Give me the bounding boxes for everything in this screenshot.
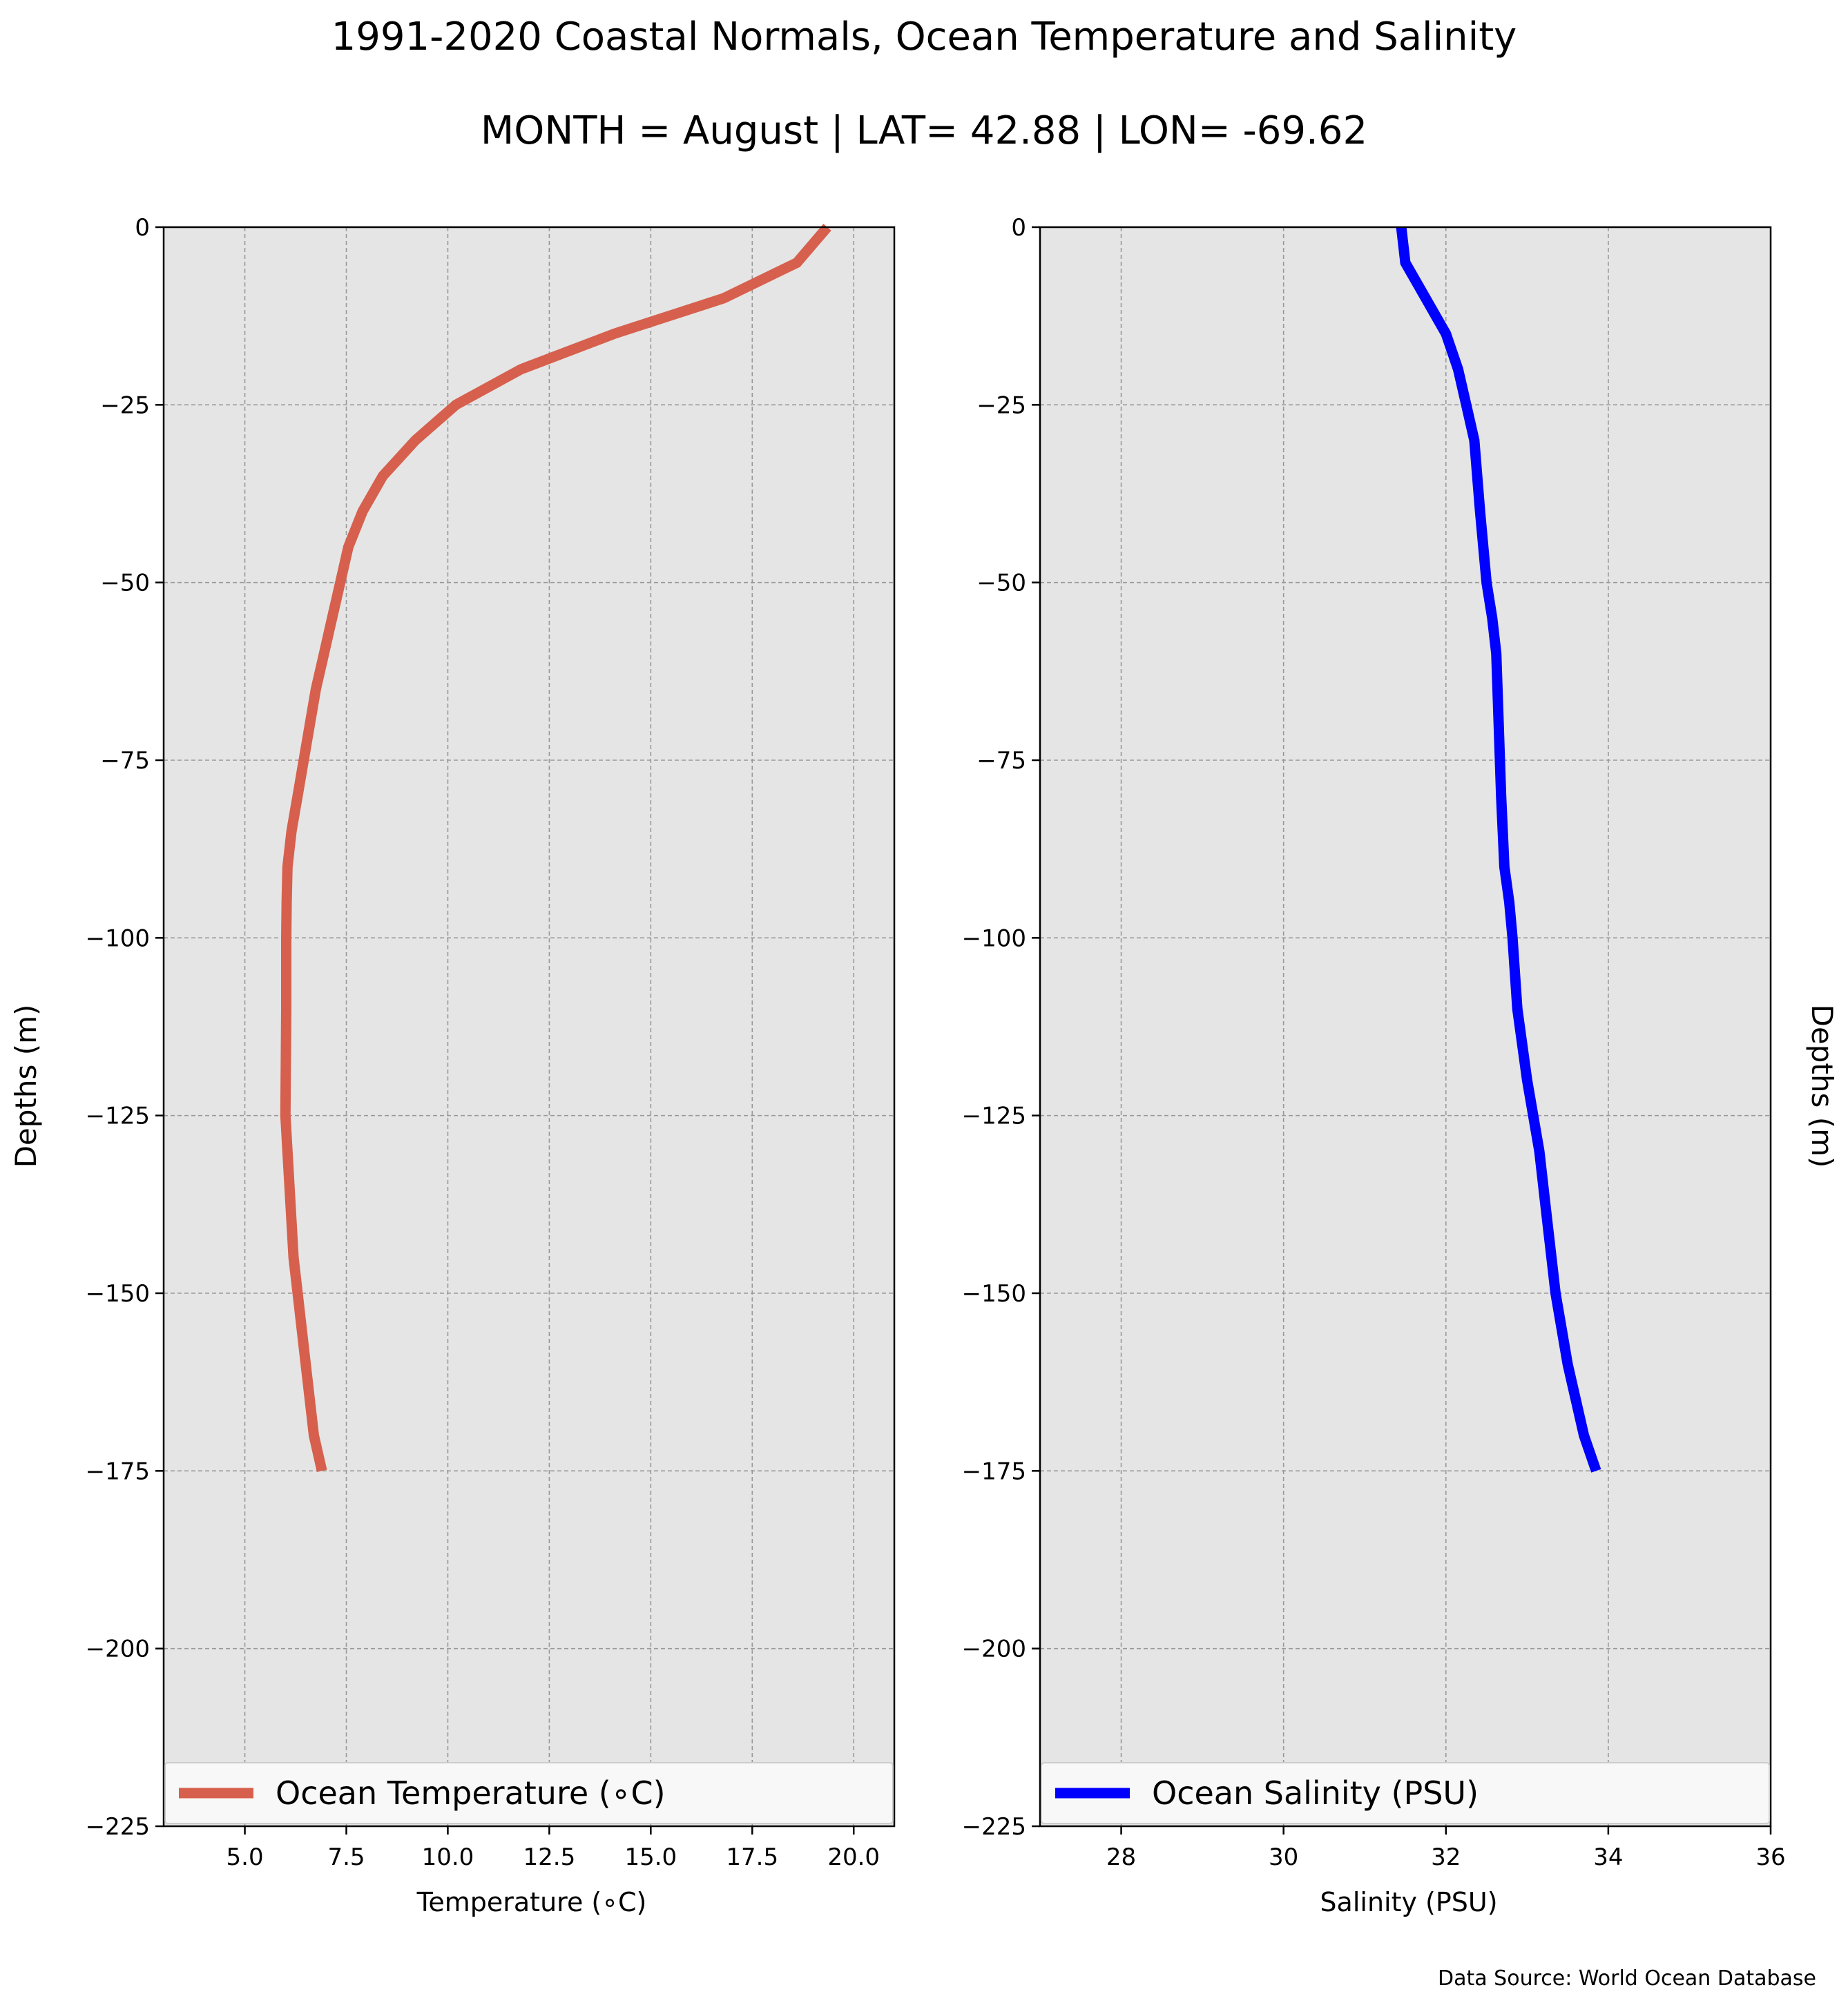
- temperature-y-tick-label: −150: [86, 1280, 150, 1308]
- salinity-y-tick-label: −175: [962, 1458, 1026, 1485]
- temperature-plot-area: [164, 227, 894, 1826]
- salinity-y-tick-label: −50: [976, 570, 1026, 597]
- salinity-plot-area: [1040, 227, 1771, 1826]
- temperature-profile-line: [280, 224, 831, 1472]
- temperature-y-tick-label: −25: [100, 391, 150, 419]
- salinity-legend-box: [1041, 1762, 1770, 1824]
- salinity-axes-frame: [1039, 226, 1772, 1828]
- salinity-x-tick-label: 32: [1431, 1844, 1461, 1871]
- temperature-x-tick-label: 20.0: [827, 1844, 880, 1871]
- temperature-y-tick-label: 0: [135, 214, 150, 242]
- temperature-x-tick-label: 15.0: [624, 1844, 677, 1871]
- temperature-x-tick-label: 17.5: [726, 1844, 778, 1871]
- temperature-panel-y-axis-label: Depths (m): [9, 1005, 43, 1168]
- salinity-profile-line: [1396, 226, 1601, 1473]
- temperature-y-tick-label: −200: [86, 1636, 150, 1663]
- salinity-x-tick-label: 30: [1269, 1844, 1298, 1871]
- salinity-y-tick-label: −125: [962, 1103, 1026, 1130]
- temperature-y-tick-label: −100: [86, 925, 150, 952]
- salinity-y-tick-label: −100: [962, 925, 1026, 952]
- salinity-y-tick-label: −25: [976, 391, 1026, 419]
- temperature-y-tick-label: −125: [86, 1103, 150, 1130]
- temperature-y-tick-label: −75: [100, 747, 150, 775]
- temperature-legend: Ocean Temperature (∘C): [164, 1762, 894, 1824]
- salinity-panel: 0 −25 −50 −75 −100 −125 −150 −175 −200 −225 28 30 32…: [962, 214, 1786, 1871]
- temperature-x-tick-label: 12.5: [523, 1844, 576, 1871]
- temperature-x-tick-label: 5.0: [227, 1844, 264, 1871]
- salinity-y-tick-label: −225: [962, 1813, 1026, 1841]
- temperature-panel-x-axis-label: Temperature (∘C): [416, 1887, 647, 1917]
- temperature-y-tick-label: −50: [100, 570, 150, 597]
- salinity-y-tick-label: −150: [962, 1280, 1026, 1308]
- data-source-note: Data Source: World Ocean Database: [1438, 1966, 1816, 1991]
- temperature-axes-frame: [162, 226, 896, 1828]
- temperature-legend-box: [164, 1762, 894, 1824]
- temperature-y-tick-label: −175: [86, 1458, 150, 1485]
- temperature-y-tick-label: −225: [86, 1813, 150, 1841]
- salinity-x-tick-label: 36: [1755, 1844, 1785, 1871]
- salinity-y-tick-label: −200: [962, 1636, 1026, 1663]
- salinity-panel-y-axis-label: Depths (m): [1805, 1005, 1839, 1168]
- temperature-x-tick-label: 7.5: [327, 1844, 365, 1871]
- temperature-panel: 0 −25 −50 −75 −100 −125 −150 −175 −200 −225 5.0 7.5…: [86, 214, 896, 1871]
- salinity-y-tick-label: −75: [976, 747, 1026, 775]
- salinity-panel-x-axis-label: Salinity (PSU): [1320, 1887, 1497, 1917]
- figure-subtitle: MONTH = August | LAT= 42.88 | LON= -69.6…: [481, 108, 1367, 153]
- salinity-x-tick-label: 34: [1593, 1844, 1623, 1871]
- salinity-x-tick-label: 28: [1106, 1844, 1136, 1871]
- temperature-x-tick-label: 10.0: [422, 1844, 474, 1871]
- salinity-legend-label: Ocean Salinity (PSU): [1152, 1774, 1479, 1812]
- salinity-y-tick-label: 0: [1011, 214, 1026, 242]
- salinity-legend: Ocean Salinity (PSU): [1041, 1762, 1770, 1824]
- temperature-legend-label: Ocean Temperature (∘C): [276, 1774, 666, 1812]
- figure-title: 1991-2020 Coastal Normals, Ocean Tempera…: [331, 14, 1517, 59]
